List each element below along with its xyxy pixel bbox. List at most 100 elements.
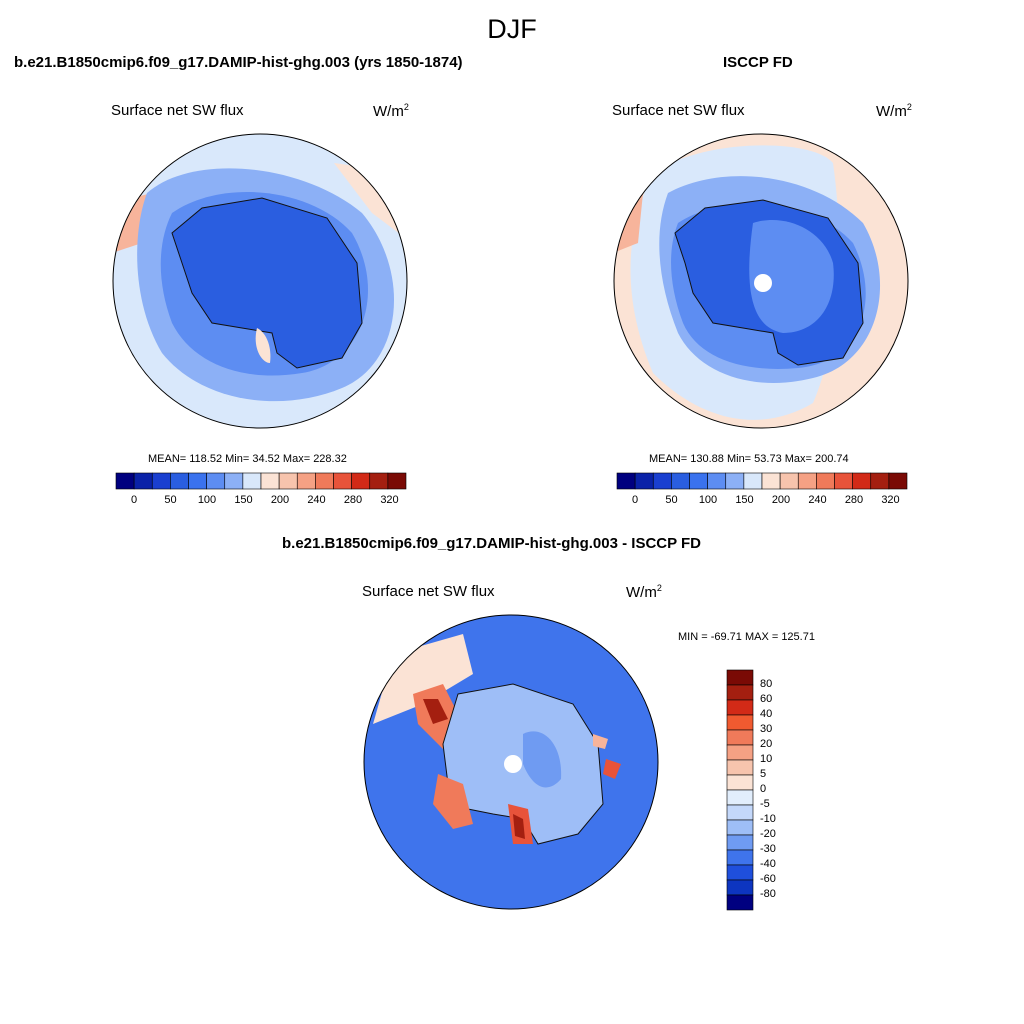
colorbar-swatch xyxy=(743,472,763,490)
colorbar-tick-label: 20 xyxy=(760,738,773,750)
colorbar-tick-label: 100 xyxy=(698,494,718,506)
panel1-warm-patch-coast xyxy=(255,328,271,363)
colorbar-swatch xyxy=(726,759,754,776)
colorbar-swatch xyxy=(387,472,407,490)
panel1-variable: Surface net SW flux xyxy=(111,102,244,119)
colorbar-tick-label: 0 xyxy=(631,494,639,506)
colorbar-tick-label: 200 xyxy=(270,494,290,506)
colorbar-swatch xyxy=(761,472,781,490)
colorbar-tick-label: -30 xyxy=(760,843,776,855)
panel3-warm-patch-ne xyxy=(593,734,608,749)
panel1-antarctica-fill xyxy=(171,197,363,369)
colorbar-swatch xyxy=(726,819,754,836)
colorbar-swatch xyxy=(888,472,908,490)
panel1-colorbar-labels: 0 50 100 150 200 240 280 320 xyxy=(116,494,406,508)
colorbar-swatch xyxy=(834,472,853,490)
colorbar-tick-label: 280 xyxy=(343,494,363,506)
colorbar-swatch xyxy=(333,472,352,490)
colorbar-tick-label: 30 xyxy=(760,723,773,735)
colorbar-swatch xyxy=(726,894,754,911)
panel3-colorbar-labels: 80 60 40 30 20 10 5 0 -5 -10 -20 -30 -40 -60 -80 xyxy=(760,670,800,910)
colorbar-swatch xyxy=(725,472,745,490)
colorbar-swatch xyxy=(634,472,654,490)
colorbar-tick-label: -60 xyxy=(760,873,776,885)
panel2-polar-map xyxy=(613,133,909,429)
colorbar-swatch xyxy=(224,472,244,490)
colorbar-tick-label: 320 xyxy=(881,494,900,506)
colorbar-swatch xyxy=(296,472,316,490)
panel3-warm-core-s xyxy=(513,814,525,839)
colorbar-swatch xyxy=(726,864,754,881)
colorbar-swatch xyxy=(797,472,817,490)
panel3-warm-hotspot-w xyxy=(433,774,473,829)
panel3-title: b.e21.B1850cmip6.f09_g17.DAMIP-hist-ghg.… xyxy=(282,535,702,552)
colorbar-tick-label: 150 xyxy=(234,494,253,506)
panel1-stats: MEAN= 118.52 Min= 34.52 Max= 228.32 xyxy=(148,453,347,465)
colorbar-swatch xyxy=(616,472,636,490)
colorbar-swatch xyxy=(689,472,708,490)
colorbar-swatch xyxy=(726,684,754,701)
colorbar-swatch xyxy=(779,472,799,490)
panel3-colorbar xyxy=(726,669,754,911)
colorbar-swatch xyxy=(726,699,754,716)
colorbar-swatch xyxy=(870,472,890,490)
colorbar-swatch xyxy=(726,849,754,866)
panel3-warm-core-nw xyxy=(423,699,448,724)
colorbar-tick-label: 40 xyxy=(760,708,773,720)
panel2-units: W/m2 xyxy=(876,102,912,120)
colorbar-swatch xyxy=(726,789,754,806)
panel3-units: W/m2 xyxy=(626,583,662,601)
colorbar-swatch xyxy=(133,472,153,490)
colorbar-tick-label: -10 xyxy=(760,813,776,825)
colorbar-tick-label: 50 xyxy=(665,494,678,506)
colorbar-swatch xyxy=(726,729,754,746)
colorbar-tick-label: 100 xyxy=(197,494,217,506)
colorbar-tick-label: 150 xyxy=(735,494,754,506)
colorbar-swatch xyxy=(170,472,189,490)
panel2-title: ISCCP FD xyxy=(723,54,793,71)
colorbar-swatch xyxy=(726,804,754,821)
panel3-variable: Surface net SW flux xyxy=(362,583,495,600)
colorbar-swatch xyxy=(726,879,754,896)
panel1-polar-map xyxy=(112,133,408,429)
colorbar-swatch xyxy=(671,472,690,490)
colorbar-swatch xyxy=(852,472,872,490)
colorbar-swatch xyxy=(278,472,298,490)
colorbar-swatch xyxy=(151,472,171,490)
panel3-pole-gap xyxy=(504,755,522,773)
colorbar-swatch xyxy=(726,834,754,851)
colorbar-tick-label: 50 xyxy=(164,494,177,506)
panel3-interior-blue xyxy=(523,731,562,788)
colorbar-swatch xyxy=(652,472,672,490)
panel3-warm-hotspot-e xyxy=(603,759,621,779)
colorbar-tick-label: 0 xyxy=(130,494,138,506)
colorbar-swatch xyxy=(242,472,262,490)
colorbar-swatch xyxy=(707,472,727,490)
panel2-pole-gap xyxy=(754,274,772,292)
colorbar-swatch xyxy=(188,472,207,490)
panel2-variable: Surface net SW flux xyxy=(612,102,745,119)
colorbar-tick-label: -80 xyxy=(760,888,776,900)
colorbar-tick-label: 200 xyxy=(771,494,791,506)
panel2-plateau-fill xyxy=(749,219,834,333)
colorbar-swatch xyxy=(726,774,754,791)
panel3-polar-map xyxy=(363,614,659,910)
colorbar-tick-label: 80 xyxy=(760,678,773,690)
colorbar-tick-label: -20 xyxy=(760,828,776,840)
colorbar-tick-label: 5 xyxy=(760,768,767,780)
panel1-title: b.e21.B1850cmip6.f09_g17.DAMIP-hist-ghg.… xyxy=(14,54,463,71)
colorbar-swatch xyxy=(260,472,280,490)
colorbar-tick-label: 320 xyxy=(380,494,399,506)
colorbar-swatch xyxy=(115,472,135,490)
colorbar-swatch xyxy=(816,472,835,490)
colorbar-swatch xyxy=(369,472,389,490)
colorbar-tick-label: 0 xyxy=(760,783,767,795)
colorbar-tick-label: 280 xyxy=(844,494,864,506)
colorbar-swatch xyxy=(726,744,754,761)
panel2-colorbar xyxy=(616,472,908,490)
page-title: DJF xyxy=(487,14,537,44)
panel3-stats: MIN = -69.71 MAX = 125.71 xyxy=(678,631,815,643)
colorbar-tick-label: 240 xyxy=(808,494,827,506)
colorbar-tick-label: 240 xyxy=(307,494,326,506)
colorbar-tick-label: -40 xyxy=(760,858,776,870)
